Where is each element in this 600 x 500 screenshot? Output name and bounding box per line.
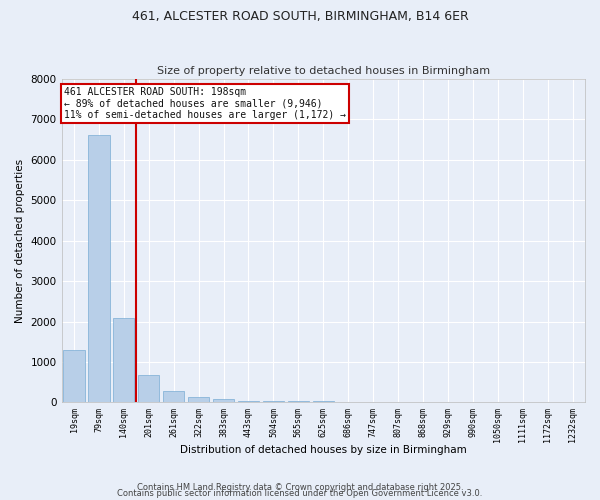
Text: 461 ALCESTER ROAD SOUTH: 198sqm
← 89% of detached houses are smaller (9,946)
11%: 461 ALCESTER ROAD SOUTH: 198sqm ← 89% of… <box>64 87 346 120</box>
Bar <box>213 400 234 402</box>
X-axis label: Distribution of detached houses by size in Birmingham: Distribution of detached houses by size … <box>180 445 467 455</box>
Bar <box>64 350 85 403</box>
Text: 461, ALCESTER ROAD SOUTH, BIRMINGHAM, B14 6ER: 461, ALCESTER ROAD SOUTH, BIRMINGHAM, B1… <box>131 10 469 23</box>
Text: Contains HM Land Registry data © Crown copyright and database right 2025.: Contains HM Land Registry data © Crown c… <box>137 484 463 492</box>
Bar <box>288 401 309 402</box>
Text: Contains public sector information licensed under the Open Government Licence v3: Contains public sector information licen… <box>118 490 482 498</box>
Bar <box>163 390 184 402</box>
Bar <box>188 397 209 402</box>
Y-axis label: Number of detached properties: Number of detached properties <box>15 158 25 323</box>
Bar <box>138 375 160 402</box>
Bar <box>238 400 259 402</box>
Bar <box>263 401 284 402</box>
Title: Size of property relative to detached houses in Birmingham: Size of property relative to detached ho… <box>157 66 490 76</box>
Bar <box>113 318 134 402</box>
Bar <box>88 135 110 402</box>
